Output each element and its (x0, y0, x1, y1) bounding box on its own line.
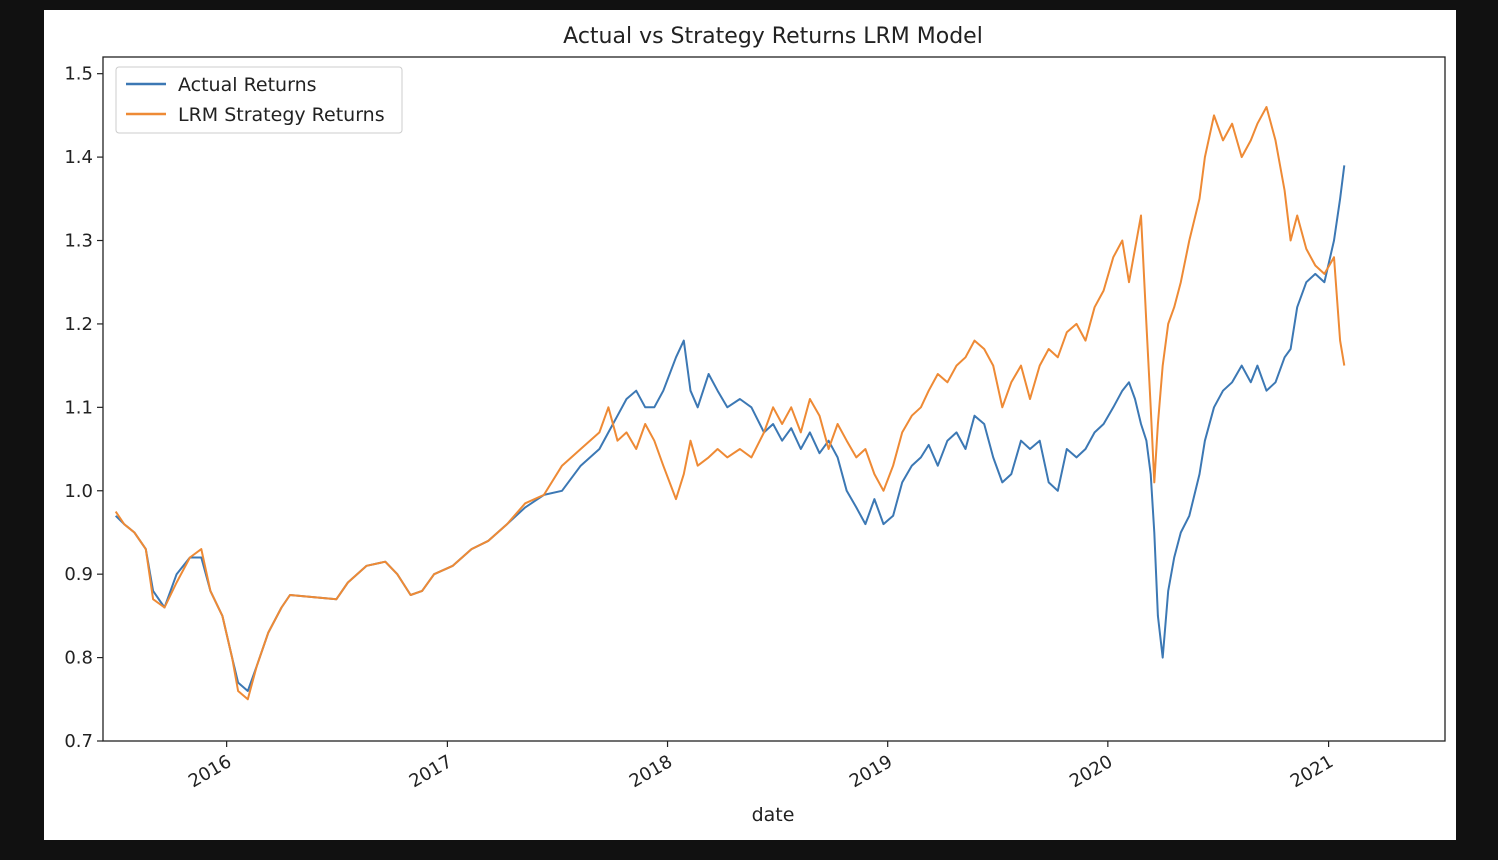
x-tick-label: 2017 (406, 751, 456, 792)
x-axis: 2016 2017 2018 2019 2020 2021 (185, 741, 1337, 792)
line-chart: Actual vs Strategy Returns LRM Model 0.7… (64, 24, 1446, 826)
y-tick-label: 1.1 (64, 397, 93, 418)
legend-label-2: LRM Strategy Returns (178, 104, 385, 126)
y-tick-label: 0.7 (64, 731, 93, 752)
x-axis-label: date (752, 804, 795, 826)
x-tick-label: 2016 (185, 751, 235, 792)
y-tick-label: 1.2 (64, 314, 93, 335)
x-tick-label: 2018 (626, 751, 676, 792)
y-tick-label: 1.0 (64, 481, 93, 502)
series-line-2 (114, 106, 1346, 701)
y-axis: 0.7 0.8 0.9 1.0 1.1 1.2 1.3 1.4 1.5 (64, 64, 103, 752)
plot-frame (102, 56, 1446, 742)
y-tick-label: 1.3 (64, 231, 93, 252)
x-tick-label: 2019 (846, 751, 896, 792)
legend-label-1: Actual Returns (178, 74, 317, 96)
legend-box (115, 66, 403, 134)
x-tick-label: 2020 (1066, 751, 1116, 792)
legend: Actual Returns LRM Strategy Returns (115, 66, 403, 134)
y-tick-label: 1.5 (64, 64, 93, 85)
series-line-1 (114, 165, 1346, 692)
x-tick-label: 2021 (1287, 751, 1337, 792)
series-layer (114, 106, 1346, 701)
figure: Actual vs Strategy Returns LRM Model 0.7… (44, 10, 1456, 840)
y-tick-label: 0.9 (64, 564, 93, 585)
y-tick-label: 0.8 (64, 648, 93, 669)
y-tick-label: 1.4 (64, 147, 93, 168)
chart-title: Actual vs Strategy Returns LRM Model (563, 24, 983, 49)
